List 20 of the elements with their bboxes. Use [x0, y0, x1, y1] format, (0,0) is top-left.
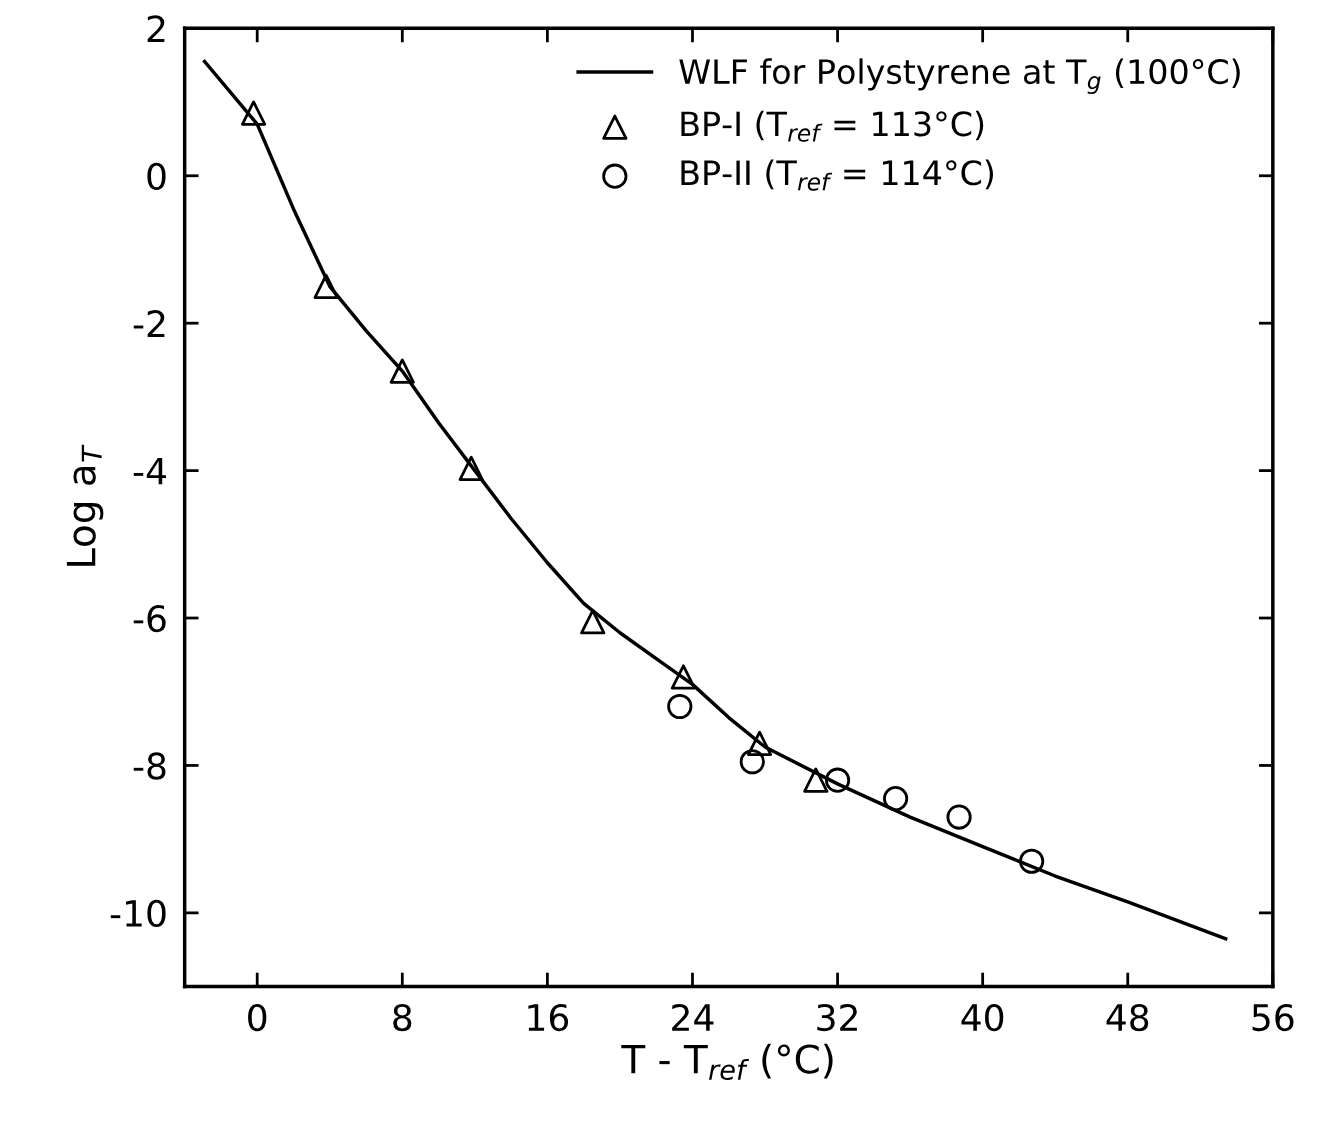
y-axis-title: Log a$_{T}$ — [66, 444, 104, 566]
y-tick-label: -8 — [133, 752, 166, 780]
legend-label: WLF for Polystyrene at T$_{g}$ (100°C) — [679, 58, 1240, 94]
y-tick-label: -2 — [133, 310, 165, 337]
y-tick-label: 2 — [147, 15, 165, 43]
y-tick-label: -10 — [110, 899, 166, 928]
x-tick-label: 8 — [393, 1003, 412, 1032]
x-tick-label: 40 — [961, 1003, 1004, 1032]
y-tick-label: -4 — [133, 458, 166, 485]
legend-label: BP-II (T$_{ref}$ = 114°C) — [681, 159, 994, 191]
y-tick-label: -6 — [133, 604, 166, 633]
x-tick-label: 56 — [1252, 1003, 1294, 1032]
x-tick-label: 16 — [528, 1003, 569, 1032]
x-tick-label: 48 — [1106, 1003, 1149, 1032]
x-axis-title: T - T$_{ref}$ (°C) — [621, 1043, 833, 1081]
x-tick-label: 32 — [817, 1003, 857, 1032]
y-tick-label: 0 — [147, 162, 166, 190]
legend-label: BP-I (T$_{ref}$ = 113°C) — [681, 110, 984, 142]
x-tick-label: 0 — [248, 1003, 267, 1032]
x-tick-label: 24 — [672, 1003, 714, 1031]
